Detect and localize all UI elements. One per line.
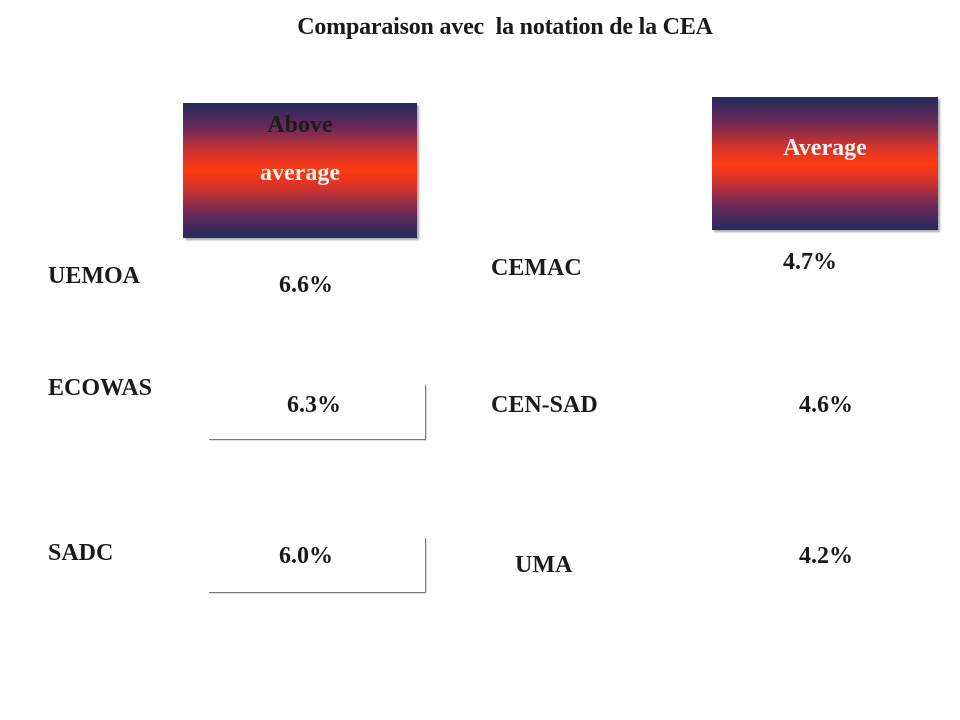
- average-badge: Average: [712, 97, 938, 230]
- region-value-sadc: 6.0%: [279, 543, 333, 569]
- region-name-cen-sad: CEN-SAD: [491, 392, 598, 418]
- region-value-ecowas: 6.3%: [287, 392, 341, 418]
- region-value-cemac: 4.7%: [783, 249, 837, 275]
- slide-title-area: Comparaison avec la notation de la CEA: [0, 0, 960, 50]
- region-name-uemoa: UEMOA: [48, 263, 140, 289]
- above-average-label-line2: average: [260, 160, 340, 186]
- value-frame-ecowas: [209, 385, 426, 440]
- region-name-cemac: CEMAC: [491, 255, 582, 281]
- region-value-uma: 4.2%: [799, 543, 853, 569]
- above-average-badge: Above average: [183, 103, 417, 238]
- region-value-uemoa: 6.6%: [279, 272, 333, 298]
- above-average-label-line1: Above: [267, 112, 333, 138]
- region-name-ecowas: ECOWAS: [48, 375, 153, 401]
- value-frame-sadc: [209, 538, 426, 593]
- region-name-sadc: SADC: [48, 540, 114, 566]
- region-name-uma: UMA: [515, 552, 573, 578]
- region-value-cen-sad: 4.6%: [799, 392, 853, 418]
- slide-title: Comparaison avec la notation de la CEA: [297, 14, 713, 40]
- average-label: Average: [783, 135, 867, 161]
